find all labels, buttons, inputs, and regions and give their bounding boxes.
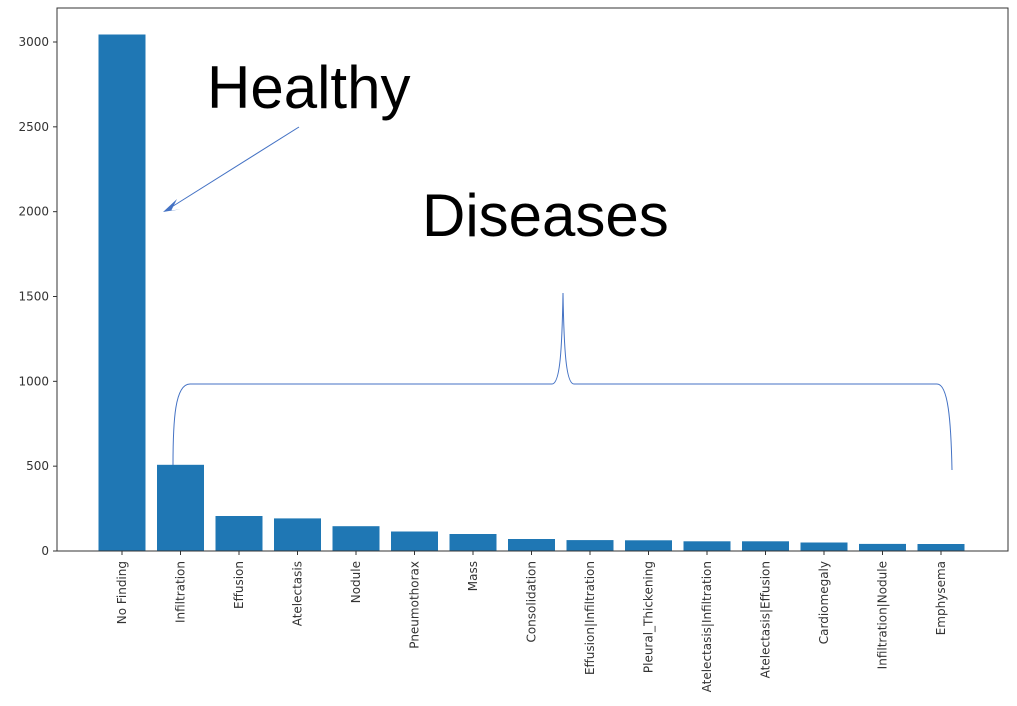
x-tick-label: Nodule <box>349 561 363 603</box>
y-tick-label: 500 <box>26 459 49 473</box>
x-tick-label: Cardiomegaly <box>817 561 831 644</box>
healthy-arrow-line <box>169 126 300 209</box>
x-tick-label: Effusion <box>232 561 246 609</box>
bar-11 <box>742 541 789 551</box>
x-tick-label: Pneumothorax <box>408 561 422 649</box>
y-tick-label: 2000 <box>18 205 49 219</box>
bar-9 <box>625 540 672 551</box>
y-tick-label: 0 <box>41 544 49 558</box>
x-tick-label: Pleural_Thickening <box>642 561 656 673</box>
bar-2 <box>215 516 263 551</box>
bar-5 <box>391 531 438 551</box>
x-tick-label: Atelectasis|Infiltration <box>700 561 714 692</box>
y-tick-label: 2500 <box>18 120 49 134</box>
x-tick-label: Emphysema <box>934 561 948 635</box>
healthy-annotation: Healthy <box>207 54 410 121</box>
bar-10 <box>683 541 731 551</box>
bar-4 <box>332 526 380 551</box>
diseases-brace <box>172 292 953 471</box>
bar-0 <box>98 34 146 551</box>
x-tick-label: Atelectasis <box>291 561 305 626</box>
x-tick-label: Consolidation <box>525 561 539 643</box>
bar-12 <box>800 542 848 551</box>
bar-13 <box>859 543 906 551</box>
bar-1 <box>157 464 204 551</box>
y-tick-label: 3000 <box>18 35 49 49</box>
x-tick-label: Atelectasis|Effusion <box>759 561 773 678</box>
x-tick-label: No Finding <box>115 561 129 624</box>
x-tick-label: Mass <box>466 561 480 591</box>
bars-group <box>98 34 965 551</box>
bar-8 <box>566 540 614 551</box>
x-tick-label: Effusion|Infiltration <box>583 561 597 675</box>
bar-6 <box>449 534 497 551</box>
diseases-annotation: Diseases <box>422 182 669 249</box>
x-tick-label: Infiltration <box>174 561 188 623</box>
y-axis: 0 500 1000 1500 2000 2500 3000 <box>18 35 57 558</box>
x-tick-label: Infiltration|Nodule <box>876 561 890 669</box>
x-axis: No Finding Infiltration Effusion Atelectasi… <box>115 551 948 692</box>
healthy-arrowhead <box>163 199 181 212</box>
bar-3 <box>274 518 321 551</box>
plot-frame <box>56 7 1009 552</box>
y-tick-label: 1000 <box>18 374 49 388</box>
y-tick-label: 1500 <box>18 290 49 304</box>
bar-14 <box>917 544 965 551</box>
bar-7 <box>508 539 555 551</box>
